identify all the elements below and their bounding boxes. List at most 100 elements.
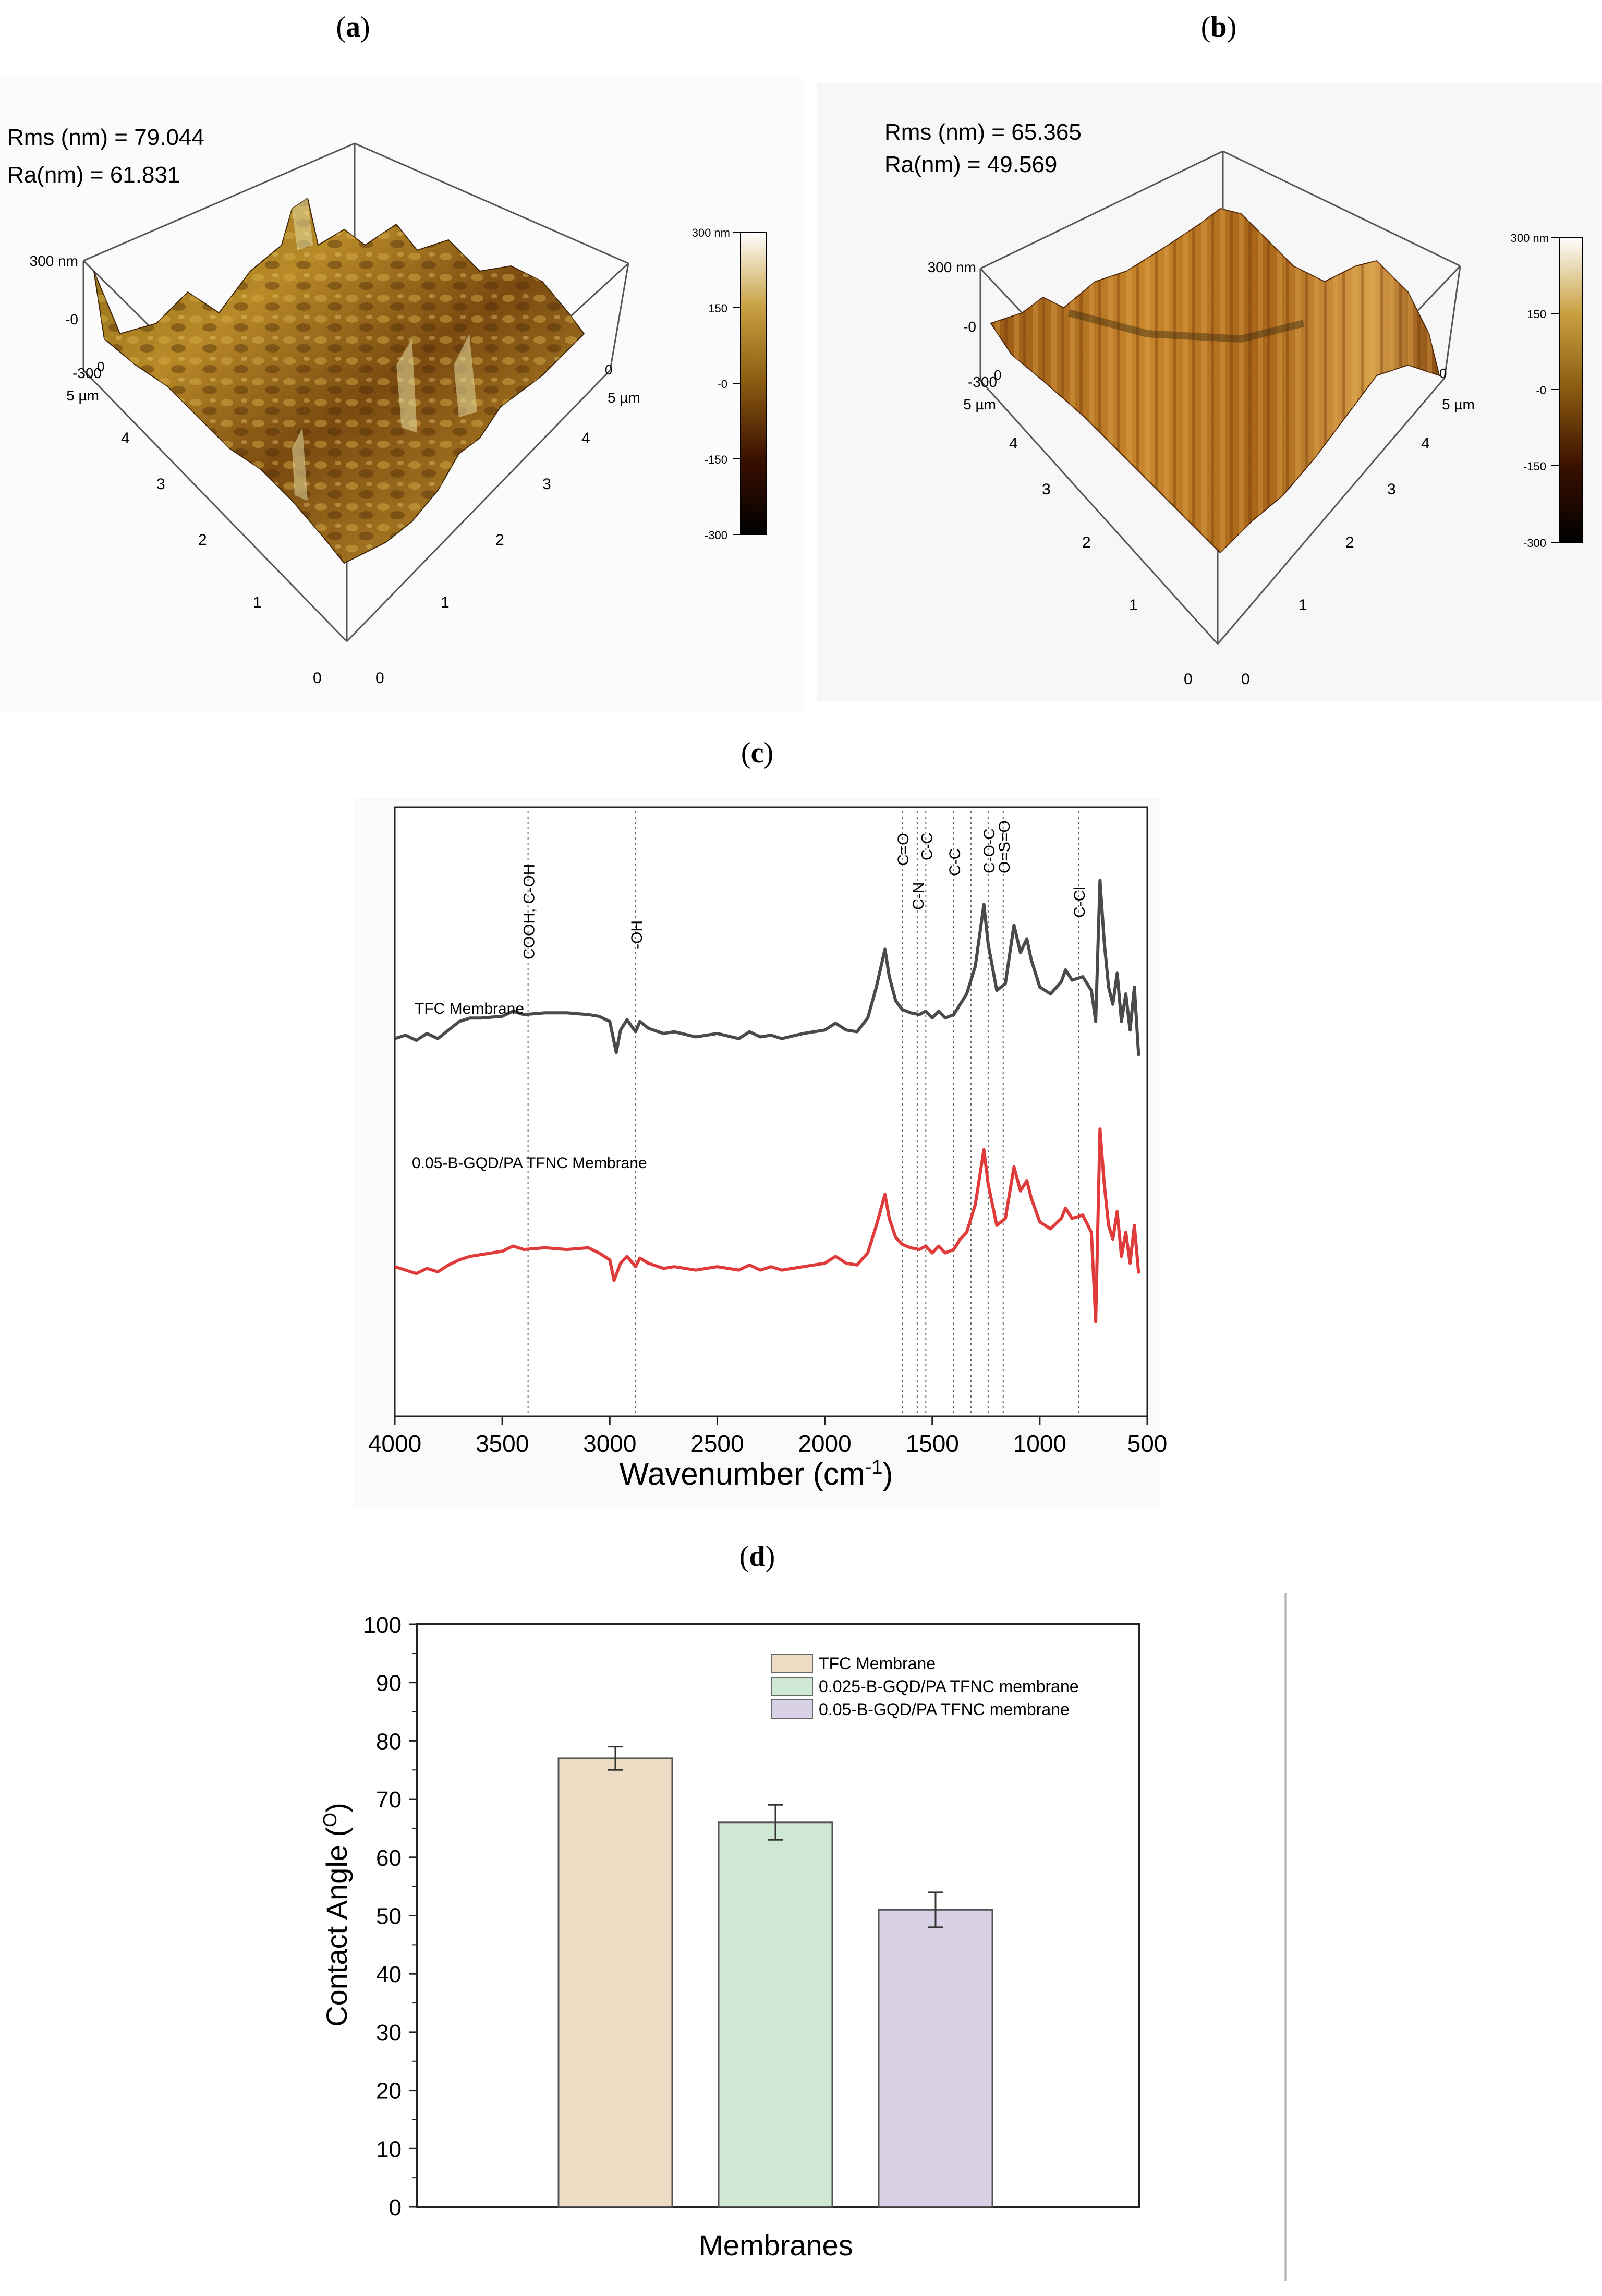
bar-y-tick-label: 70 bbox=[376, 1787, 402, 1813]
bar-marks-group bbox=[557, 1746, 993, 2208]
ftir-ref-label: C=O bbox=[895, 833, 912, 866]
ftir-plot-frame bbox=[394, 806, 1148, 1417]
bar-legend-label: TFC Membrane bbox=[819, 1654, 936, 1673]
ftir-x-tick-label: 1000 bbox=[1013, 1430, 1066, 1457]
bar bbox=[718, 1821, 833, 2208]
ftir-x-ticks: 4000 3500 3000 2500 2000 1500 1000 500 bbox=[368, 1416, 1167, 1457]
afm-a-cbar-label-0: 300 nm bbox=[692, 226, 730, 239]
afm-a-z-tick-300: 300 nm bbox=[30, 253, 78, 269]
afm-b-cbar-label-1: 150 bbox=[1527, 308, 1546, 321]
afm-a-y-zero-left: 0 bbox=[97, 359, 104, 374]
afm-b-z-tick-n300: -300 bbox=[968, 374, 997, 390]
ftir-x-tick-label: 1500 bbox=[906, 1430, 959, 1457]
ftir-x-tick-label: 3500 bbox=[476, 1430, 529, 1457]
afm-a-ra: Ra(nm) = 61.831 bbox=[7, 162, 180, 188]
ftir-x-axis-title: Wavenumber (cm-1) bbox=[620, 1456, 893, 1491]
afm-a-y-zero-right: 0 bbox=[605, 362, 612, 378]
panel-label-d: (d) bbox=[739, 1540, 775, 1573]
ftir-x-tick-label: 4000 bbox=[368, 1430, 421, 1457]
panel-label-b: (b) bbox=[1201, 11, 1236, 43]
afm-a-cbar-label-4: -300 bbox=[705, 529, 727, 542]
afm-a-y-tick-1: 1 bbox=[441, 594, 450, 611]
ftir-ref-label: C-Cl bbox=[1071, 886, 1088, 918]
afm-b-x-tick-2: 2 bbox=[1082, 534, 1091, 551]
ftir-x-tick-label: 3000 bbox=[583, 1430, 636, 1457]
ftir-ref-label: C-C bbox=[918, 833, 936, 860]
ftir-x-tick-label: 2500 bbox=[690, 1430, 744, 1457]
bar bbox=[557, 1757, 673, 2208]
bar-y-tick-label: 50 bbox=[376, 1904, 402, 1929]
afm-b-y-zero-left: 0 bbox=[994, 367, 1001, 383]
bar-legend-label: 0.025-B-GQD/PA TFNC membrane bbox=[819, 1677, 1079, 1696]
bar-legend-swatch bbox=[771, 1677, 813, 1696]
ftir-ref-label: C-O-C bbox=[981, 828, 998, 873]
ftir-x-tick-label: 2000 bbox=[798, 1430, 851, 1457]
bar-y-tick-label: 100 bbox=[363, 1612, 402, 1638]
afm-b-y-tick-2: 2 bbox=[1345, 534, 1354, 551]
afm-b-y-tick-0: 0 bbox=[1241, 671, 1250, 688]
panel-label-c: (c) bbox=[741, 737, 773, 769]
afm-a-cbar-label-1: 150 bbox=[708, 302, 727, 315]
bar-legend-swatch bbox=[771, 1654, 813, 1673]
contact-angle-panel-d: 0 10 20 30 40 50 60 70 80 90 100 TFC Membrane 0.025… bbox=[319, 1593, 1287, 2281]
panel-label-a: (a) bbox=[336, 11, 370, 43]
ftir-ref-label: O=S=O bbox=[996, 820, 1013, 873]
afm-b-x-tick-0: 0 bbox=[1184, 671, 1193, 688]
afm-a-colorbar bbox=[740, 232, 767, 535]
ftir-ref-label: C-C bbox=[946, 848, 964, 876]
afm-a-x-tick-3: 3 bbox=[156, 476, 165, 493]
bar-y-tick-label: 60 bbox=[376, 1845, 402, 1871]
bar bbox=[878, 1909, 993, 2208]
afm-b-y-tick-3: 3 bbox=[1387, 481, 1396, 498]
afm-b-x-tick-5: 5 µm bbox=[963, 396, 996, 412]
ftir-ref-label: COOH, C-OH bbox=[521, 864, 538, 959]
afm-b-cbar-label-2: -0 bbox=[1536, 384, 1546, 397]
ftir-ref-label: -OH bbox=[628, 920, 646, 949]
afm-b-cbar-label-0: 300 nm bbox=[1511, 232, 1549, 245]
ftir-ref-label: C-N bbox=[910, 882, 927, 910]
ftir-series-line bbox=[394, 1127, 1140, 1323]
afm-b-x-tick-3: 3 bbox=[1042, 481, 1051, 498]
afm-a-y-tick-2: 2 bbox=[495, 531, 504, 549]
afm-b-rms: Rms (nm) = 65.365 bbox=[884, 119, 1082, 145]
afm-b-y-tick-5: 5 µm bbox=[1442, 396, 1475, 412]
afm-b-cbar-label-4: -300 bbox=[1523, 537, 1546, 550]
afm-b-cbar-label-3: -150 bbox=[1523, 460, 1546, 473]
afm-a-texture bbox=[94, 198, 584, 563]
afm-b-z-tick-300: 300 nm bbox=[928, 259, 976, 275]
bar-y-tick-label: 0 bbox=[389, 2195, 402, 2220]
bar-y-tick-label: 40 bbox=[376, 1962, 402, 1987]
afm-b-x-tick-4: 4 bbox=[1009, 435, 1018, 452]
bar-y-ticks: 0 10 20 30 40 50 60 70 80 90 100 bbox=[363, 1612, 417, 2220]
bar-y-tick-label: 90 bbox=[376, 1671, 402, 1696]
afm-b-y-tick-1: 1 bbox=[1298, 597, 1307, 614]
afm-a-peaks bbox=[292, 198, 477, 501]
afm-a-y-tick-5: 5 µm bbox=[608, 390, 640, 406]
afm-a-cbar-label-3: -150 bbox=[705, 453, 727, 466]
afm-a-x-tick-0: 0 bbox=[313, 670, 322, 687]
afm-a-x-tick-2: 2 bbox=[198, 531, 207, 549]
bar-legend-swatch bbox=[771, 1699, 813, 1719]
afm-a-y-tick-0: 0 bbox=[375, 670, 384, 687]
afm-a-x-tick-4: 4 bbox=[121, 430, 130, 447]
bar-y-tick-label: 20 bbox=[376, 2079, 402, 2104]
afm-a-y-tick-3: 3 bbox=[542, 476, 551, 493]
ftir-reference-lines: COOH, C-OH -OH C=O C-N C-C C-C C-O-CO=S=O C-Cl bbox=[521, 811, 1088, 1416]
afm-b-z-tick-0: -0 bbox=[963, 319, 976, 335]
afm-b-ridge bbox=[1068, 309, 1305, 343]
afm-b-ra: Ra(nm) = 49.569 bbox=[884, 152, 1057, 177]
bar-legend-label: 0.05-B-GQD/PA TFNC membrane bbox=[819, 1700, 1070, 1719]
afm-a-y-tick-4: 4 bbox=[581, 430, 590, 447]
afm-a-z-tick-0: -0 bbox=[65, 311, 78, 327]
afm-b-y-zero-right: 0 bbox=[1439, 366, 1447, 381]
afm-panel-a: Rms (nm) = 79.044 Ra(nm) = 61.831 300 nm… bbox=[0, 78, 803, 712]
ftir-series-label-tfc: TFC Membrane bbox=[415, 1000, 524, 1017]
ftir-series-group bbox=[394, 879, 1140, 1323]
afm-a-x-tick-1: 1 bbox=[253, 594, 262, 611]
bar-y-axis-title: Contact Angle (O) bbox=[319, 1803, 354, 2027]
bar-x-axis-title: Membranes bbox=[699, 2229, 853, 2262]
bar-y-tick-label: 80 bbox=[376, 1729, 402, 1754]
ftir-series-line bbox=[394, 879, 1140, 1056]
afm-a-x-tick-5: 5 µm bbox=[66, 387, 99, 404]
